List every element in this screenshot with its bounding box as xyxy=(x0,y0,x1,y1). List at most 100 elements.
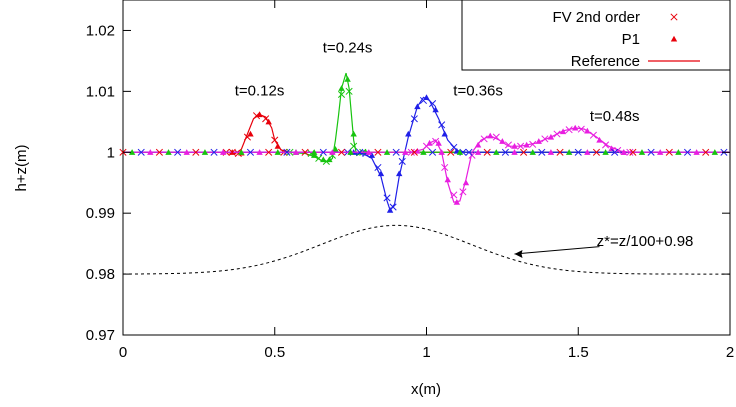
fv-marker xyxy=(529,140,537,148)
p1-marker xyxy=(326,156,333,163)
p1-marker xyxy=(292,149,300,155)
fv-marker xyxy=(246,148,255,156)
x-tick-label: 0 xyxy=(119,344,127,361)
p1-marker xyxy=(383,149,391,155)
axes: 0 0.5 1 1.5 2 0.97 0.98 0.99 1 1.01 1.02 xyxy=(86,0,734,361)
fv-marker xyxy=(441,163,449,172)
fv-marker xyxy=(271,136,279,144)
fv-marker xyxy=(315,154,323,162)
fv-marker xyxy=(429,148,437,156)
p1-marker xyxy=(265,118,272,125)
fv-marker xyxy=(517,142,525,150)
p1-marker xyxy=(332,146,339,152)
p1-marker xyxy=(219,149,227,155)
p1-marker xyxy=(377,170,385,177)
p1-marker xyxy=(435,139,442,146)
topography-arrowhead xyxy=(514,249,523,258)
p1-marker xyxy=(565,149,573,155)
p1-marker xyxy=(711,149,719,155)
p1-marker xyxy=(584,149,591,155)
fv-marker xyxy=(480,135,488,143)
p1-marker xyxy=(693,149,700,155)
p1-marker xyxy=(395,170,403,177)
legend-label: FV 2nd order xyxy=(552,9,640,26)
p1-marker xyxy=(128,149,136,155)
fv-marker xyxy=(337,148,346,156)
fv-marker xyxy=(501,148,509,156)
fv-marker xyxy=(210,148,218,156)
x-tick-label: 0.5 xyxy=(264,344,285,361)
annotation: t=0.24s xyxy=(323,39,373,56)
fv-marker xyxy=(483,148,491,156)
fv-marker xyxy=(520,148,528,156)
fv-marker xyxy=(398,157,406,165)
fv-marker xyxy=(492,133,500,141)
p1-marker xyxy=(201,149,209,155)
fv-marker xyxy=(670,13,678,21)
fv-marker xyxy=(265,148,273,156)
p1-marker xyxy=(423,94,430,101)
fv-marker xyxy=(589,131,597,139)
fv-marker xyxy=(592,148,601,156)
fv-marker xyxy=(301,148,309,156)
fv-marker xyxy=(450,191,458,199)
fv-marker xyxy=(383,194,391,202)
p1-marker xyxy=(414,103,421,110)
annotation: t=0.12s xyxy=(235,83,285,100)
y-tick-label: 0.97 xyxy=(86,327,115,344)
fv-marker xyxy=(447,148,455,156)
p1-marker xyxy=(311,149,318,155)
p1-marker xyxy=(456,149,464,155)
p1-marker xyxy=(620,149,627,155)
p1-marker xyxy=(405,130,412,137)
x-axis-label: x(m) xyxy=(411,381,441,398)
fv-marker xyxy=(683,148,692,156)
p1-marker xyxy=(596,136,603,143)
fv-marker xyxy=(565,126,573,134)
p1-marker xyxy=(675,149,682,155)
p1-marker xyxy=(559,128,567,135)
p1-marker xyxy=(487,132,494,139)
y-tick-label: 1.01 xyxy=(86,83,115,100)
fv-marker xyxy=(283,148,291,156)
p1-marker xyxy=(656,149,664,155)
x-tick-label: 1 xyxy=(422,344,430,361)
fv-marker xyxy=(350,142,358,150)
p1-marker xyxy=(493,149,500,155)
p1-marker xyxy=(238,149,245,155)
fv-marker xyxy=(629,148,637,156)
fv-marker xyxy=(438,121,446,129)
p1-marker xyxy=(386,206,394,213)
p1-marker xyxy=(453,199,461,205)
fv-marker xyxy=(155,148,163,156)
p1-marker xyxy=(365,149,373,155)
fv-marker xyxy=(553,130,561,138)
p1-marker xyxy=(368,152,376,158)
fv-marker xyxy=(702,148,710,156)
p1-marker xyxy=(347,149,354,155)
fv-marker xyxy=(137,148,145,156)
fv-marker xyxy=(410,148,418,156)
p1-marker xyxy=(329,149,336,155)
fv-marker xyxy=(174,148,182,156)
p1-marker xyxy=(256,111,263,118)
p1-marker xyxy=(432,106,439,113)
x-tick-label: 1.5 xyxy=(568,344,589,361)
annotations: t=0.12s t=0.24s t=0.36s t=0.48s z*=z/100+0.9… xyxy=(235,39,693,258)
annotation: t=0.36s xyxy=(453,83,503,100)
p1-marker xyxy=(420,149,427,155)
p1-marker xyxy=(474,141,482,148)
fv-marker xyxy=(228,148,236,156)
topography-arrow xyxy=(514,246,600,255)
p1-marker xyxy=(444,176,451,183)
annotation: t=0.48s xyxy=(590,108,640,125)
fv-marker xyxy=(577,125,585,133)
fv-marker xyxy=(626,148,634,156)
p1-marker xyxy=(165,149,172,155)
p1-marker xyxy=(572,124,579,131)
legend-box xyxy=(461,0,731,71)
fv-marker xyxy=(337,90,346,98)
p1-marker xyxy=(320,156,327,163)
fv-marker xyxy=(374,148,382,156)
